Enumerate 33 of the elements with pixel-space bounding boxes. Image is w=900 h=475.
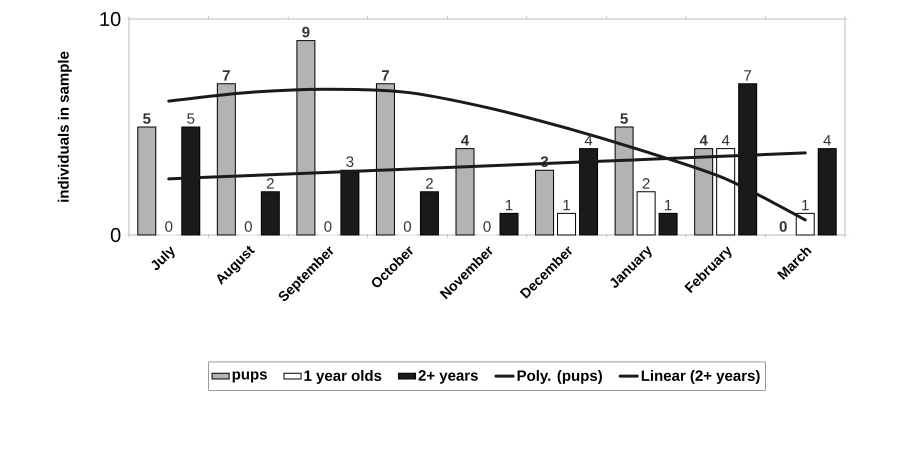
data-label: 0 — [404, 221, 412, 232]
data-label: 4 — [461, 135, 470, 146]
data-label: 1 — [506, 200, 512, 210]
data-label: 2 — [426, 178, 433, 189]
data-label: 0 — [483, 221, 491, 232]
data-label: 0 — [780, 221, 787, 232]
legend-label: Linear (2+ years) — [642, 370, 760, 384]
data-label: 0 — [244, 221, 252, 232]
data-label: 7 — [222, 70, 230, 81]
y-axis-title: individuals in sample — [58, 52, 72, 202]
data-label: 0 — [324, 221, 332, 232]
data-label: 2 — [266, 178, 274, 189]
data-label: 0 — [165, 221, 172, 232]
legend-label: pups — [232, 371, 267, 383]
data-label: 7 — [382, 70, 389, 81]
y-tick-label: 10 — [100, 12, 120, 26]
data-label: 5 — [143, 113, 151, 124]
data-label: 4 — [584, 135, 592, 146]
legend-label: Poly. (pups) — [518, 370, 602, 384]
data-label: 9 — [302, 26, 310, 38]
data-label: 1 — [564, 200, 570, 210]
data-label: 2 — [642, 178, 650, 189]
data-label: 4 — [700, 135, 708, 146]
data-label: 1 — [665, 200, 672, 210]
data-label: 1 — [802, 200, 809, 210]
data-label: 4 — [722, 135, 730, 146]
legend-label: 1 year olds — [304, 370, 382, 384]
data-label: 5 — [187, 113, 194, 124]
data-label: 4 — [823, 135, 831, 146]
data-label: 7 — [744, 70, 752, 81]
data-label: 5 — [620, 113, 628, 124]
data-label: 3 — [346, 156, 354, 167]
legend-label: 2+ years — [418, 370, 478, 384]
